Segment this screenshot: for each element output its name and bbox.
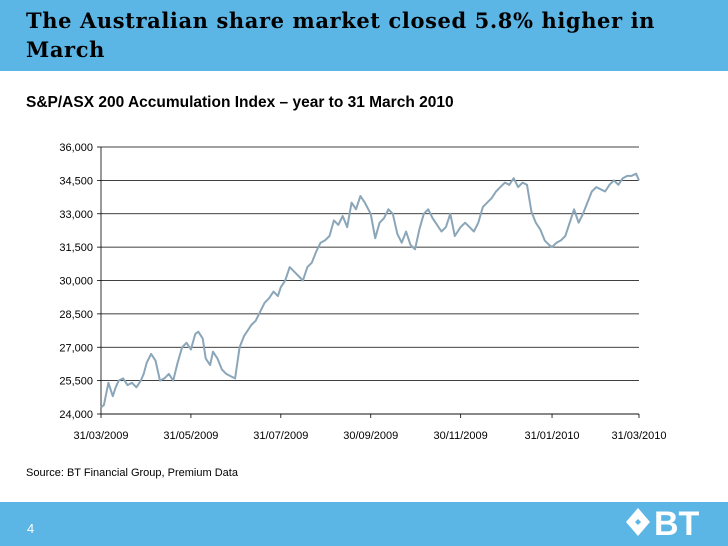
x-tick-label-5: 31/01/2010 (525, 430, 580, 442)
bt-diamond-cutout-icon (635, 519, 641, 525)
y-tick-label-1: 25,500 (59, 376, 93, 388)
y-tick-label-5: 31,500 (59, 242, 93, 254)
x-tick-label-1: 31/05/2009 (163, 430, 218, 442)
x-tick-label-2: 31/07/2009 (253, 430, 308, 442)
bt-logo: BT (626, 505, 700, 542)
y-tick-label-6: 33,000 (59, 209, 93, 221)
y-tick-label-0: 24,000 (59, 409, 93, 421)
y-tick-label-7: 34,500 (59, 175, 93, 187)
page-number: 4 (27, 521, 35, 536)
y-tick-label-3: 28,500 (59, 309, 93, 321)
x-tick-label-0: 31/03/2009 (73, 430, 128, 442)
x-tick-label-6: 31/03/2010 (611, 430, 666, 442)
chart-gridlines (101, 146, 639, 415)
series-line-0 (100, 172, 640, 409)
source-note: Source: BT Financial Group, Premium Data (26, 467, 238, 479)
x-tick-label-3: 30/09/2009 (343, 430, 398, 442)
bt-logo-text: BT (654, 505, 700, 542)
chart-series (100, 172, 640, 409)
slide-title: The Australian share market closed 5.8% … (26, 8, 656, 62)
y-tick-label-8: 36,000 (59, 142, 93, 154)
line-chart: 24,000 25,500 27,000 28,500 30,000 31,500 33,0… (59, 142, 667, 442)
chart-subtitle: S&P/ASX 200 Accumulation Index – year to… (26, 94, 454, 111)
footer-band (0, 502, 728, 546)
y-tick-label-2: 27,000 (59, 342, 93, 354)
x-tick-label-4: 30/11/2009 (434, 430, 488, 442)
y-axis: 24,000 25,500 27,000 28,500 30,000 31,500 33,0… (59, 142, 102, 421)
x-axis: 31/03/2009 31/05/2009 31/07/2009 30/09/2009… (73, 413, 667, 442)
y-tick-label-4: 30,000 (59, 276, 93, 288)
header-band (0, 0, 728, 71)
